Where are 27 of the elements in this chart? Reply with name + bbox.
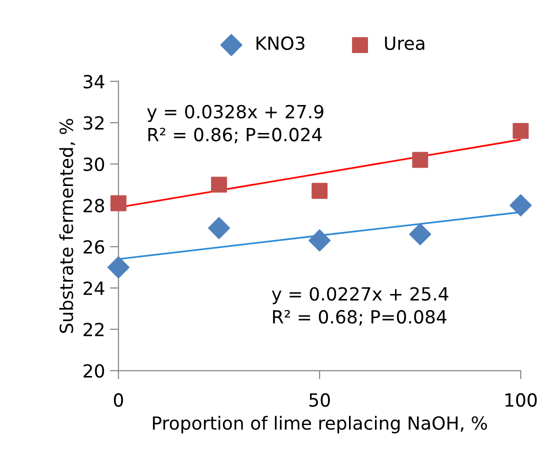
point bbox=[412, 152, 428, 168]
y-tick-label: 30 bbox=[84, 157, 104, 172]
y-axis-title: Substrate fermented, % bbox=[59, 118, 76, 333]
y-tick-label: 26 bbox=[84, 240, 104, 254]
point bbox=[208, 217, 230, 240]
legend-label: KNO3 bbox=[256, 36, 304, 50]
legend-label: Urea bbox=[385, 36, 424, 50]
y-tick-label: 34 bbox=[84, 74, 104, 88]
y-tick-label: 22 bbox=[84, 322, 104, 336]
point bbox=[110, 195, 126, 212]
point bbox=[308, 229, 331, 252]
annotation: y = 0.0328x + 27.9 R² = 0.86; P=0.024 bbox=[147, 104, 324, 144]
x-tick-label: 100 bbox=[505, 393, 537, 407]
point bbox=[211, 176, 227, 193]
point bbox=[510, 194, 532, 216]
y-tick-label: 32 bbox=[84, 116, 104, 130]
point bbox=[107, 256, 130, 278]
annotation: y = 0.0227x + 25.4 R² = 0.68; P=0.084 bbox=[272, 287, 448, 326]
x-tick-label: 50 bbox=[309, 393, 330, 407]
point bbox=[409, 223, 432, 246]
point bbox=[512, 122, 529, 139]
point bbox=[312, 182, 328, 199]
y-tick-label: 28 bbox=[84, 198, 104, 212]
y-tick-label: 24 bbox=[84, 281, 104, 295]
x-axis-title: Proportion of lime replacing NaOH, % bbox=[152, 416, 487, 434]
x-tick-label: 0 bbox=[114, 393, 124, 407]
y-tick-label: 20 bbox=[84, 364, 104, 378]
